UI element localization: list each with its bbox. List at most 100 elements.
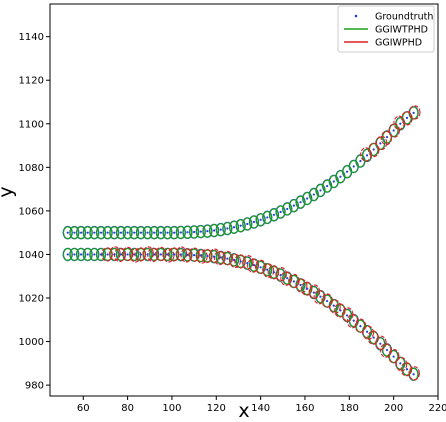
groundtruth-point: [266, 216, 269, 219]
ggiwtphd-ellipse: [235, 219, 246, 233]
groundtruth-point: [212, 255, 216, 258]
plot-frame: [49, 3, 439, 397]
groundtruth-point: [312, 193, 315, 196]
groundtruth-point: [166, 231, 169, 234]
groundtruth-point: [79, 253, 83, 256]
ggiwphd-ellipse: [221, 250, 234, 266]
ggiwtphd-ellipse: [129, 226, 140, 240]
groundtruth-point: [266, 268, 269, 271]
groundtruth-point: [239, 260, 242, 263]
ggiwphd-ellipse: [408, 366, 420, 381]
groundtruth-point: [299, 201, 302, 204]
y-tick-label: 1100: [19, 119, 44, 130]
y-tick-label: 1020: [19, 294, 44, 305]
plot-marks: [62, 105, 421, 381]
ggiwtphd-ellipse: [136, 226, 146, 240]
groundtruth-point: [219, 256, 222, 259]
ggiwtphd-ellipse: [62, 247, 73, 261]
groundtruth-point: [226, 257, 229, 260]
groundtruth-point: [412, 373, 415, 376]
groundtruth-point: [66, 231, 69, 234]
groundtruth-point: [173, 231, 176, 234]
ggiwphd-ellipse: [400, 362, 413, 377]
ggiwphd-ellipse: [409, 105, 421, 120]
ggiwtphd-ellipse: [76, 226, 86, 240]
groundtruth-point: [339, 309, 342, 312]
x-tick-label: 60: [77, 403, 90, 414]
ggiwphd-ellipse: [300, 281, 313, 296]
groundtruth-point: [326, 299, 329, 303]
ggiwtphd-ellipse: [289, 199, 299, 213]
groundtruth-point: [206, 254, 209, 258]
groundtruth-point: [199, 230, 202, 233]
x-tick-label: 160: [295, 403, 314, 414]
ggiwtphd-ellipse: [275, 205, 286, 219]
groundtruth-point: [365, 154, 369, 157]
ggiwphd-ellipse: [234, 254, 246, 269]
legend-box: [337, 5, 435, 53]
ggiwphd-ellipse: [334, 303, 346, 318]
groundtruth-point: [399, 362, 402, 365]
ggiwtphd-ellipse: [302, 192, 312, 205]
ggiwtphd-ellipse: [169, 226, 179, 240]
ggiwtphd-ellipse: [255, 213, 266, 227]
ggiwtphd-ellipse: [202, 224, 213, 238]
ggiwtphd-ellipse: [69, 247, 80, 261]
groundtruth-point: [306, 197, 309, 200]
ggiwtphd-ellipse: [215, 223, 226, 237]
groundtruth-point: [226, 227, 229, 230]
groundtruth-point: [93, 231, 96, 234]
groundtruth-point: [352, 319, 355, 322]
groundtruth-point: [319, 295, 322, 298]
ggiwtphd-ellipse: [109, 226, 120, 240]
groundtruth-point: [179, 253, 182, 256]
groundtruth-point: [312, 291, 315, 294]
y-tick-label: 980: [25, 381, 44, 392]
ggiwtphd-ellipse: [142, 226, 153, 240]
ggiwphd-ellipse: [275, 266, 287, 282]
ggiwtphd-ellipse: [176, 225, 186, 239]
groundtruth-point: [93, 253, 96, 256]
groundtruth-point: [173, 253, 176, 256]
ggiwphd-ellipse: [254, 259, 267, 274]
groundtruth-point: [379, 142, 382, 145]
groundtruth-point: [332, 180, 335, 183]
groundtruth-point: [372, 336, 375, 339]
ggiwphd-ellipse: [121, 246, 134, 262]
groundtruth-point: [146, 231, 149, 234]
legend-label-groundtruth: Groundtruth: [375, 12, 433, 23]
groundtruth-point: [113, 253, 116, 256]
ggiwtphd-ellipse: [102, 226, 113, 240]
groundtruth-point: [126, 253, 129, 256]
groundtruth-point: [385, 348, 389, 352]
groundtruth-point: [153, 231, 156, 234]
groundtruth-point: [306, 287, 309, 290]
ggiwphd-ellipse: [295, 278, 308, 294]
ggiwtphd-ellipse: [229, 220, 239, 234]
groundtruth-point: [279, 210, 282, 214]
ggiwtphd-ellipse: [262, 210, 273, 224]
groundtruth-point: [159, 231, 162, 234]
ggiwphd-ellipse: [155, 246, 167, 262]
groundtruth-point: [359, 324, 362, 328]
groundtruth-point: [246, 262, 249, 265]
ggiwphd-ellipse: [247, 258, 259, 273]
groundtruth-point: [372, 148, 375, 151]
groundtruth-point: [365, 330, 369, 333]
ggiwtphd-ellipse: [209, 224, 219, 237]
ggiwtphd-ellipse: [82, 247, 93, 261]
groundtruth-point: [272, 213, 276, 216]
ggiwtphd-ellipse: [282, 202, 292, 216]
ggiwtphd-ellipse: [96, 226, 106, 240]
y-tick-label: 1000: [19, 337, 44, 348]
groundtruth-point: [99, 231, 103, 234]
ggiwtphd-ellipse: [249, 215, 259, 229]
legend-marker-groundtruth: [354, 14, 358, 18]
y-tick-label: 1060: [19, 206, 44, 217]
groundtruth-point: [379, 342, 382, 345]
ggiwphd-ellipse: [262, 263, 275, 278]
ggiwphd-ellipse: [387, 348, 400, 364]
groundtruth-point: [392, 129, 395, 132]
groundtruth-point: [292, 280, 295, 283]
